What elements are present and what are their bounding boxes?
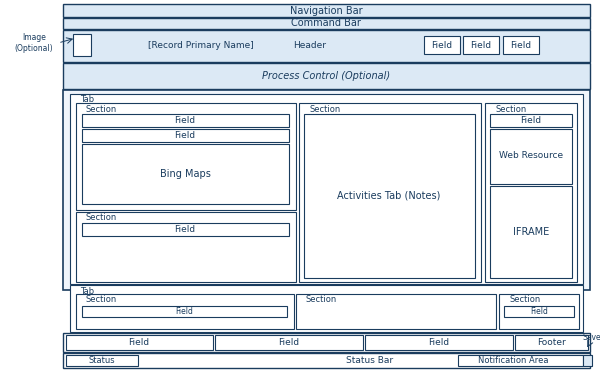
Text: Activities Tab (Notes): Activities Tab (Notes)	[337, 191, 440, 201]
Text: Field: Field	[511, 40, 532, 49]
Bar	[296, 294, 496, 329]
Text: Field: Field	[428, 338, 449, 347]
Bar	[63, 353, 590, 368]
Text: Field: Field	[175, 116, 196, 125]
Bar	[63, 333, 590, 352]
Text: Notification Area: Notification Area	[478, 356, 548, 365]
Bar	[485, 103, 577, 282]
Bar	[82, 306, 287, 317]
Bar	[365, 335, 513, 350]
Text: Status: Status	[89, 356, 115, 365]
Text: Section: Section	[306, 295, 337, 305]
Bar	[76, 294, 294, 329]
Bar	[583, 355, 592, 366]
Bar	[63, 18, 590, 29]
Bar	[82, 114, 289, 127]
Bar	[76, 212, 296, 282]
Bar	[490, 186, 572, 278]
Bar	[463, 36, 499, 54]
Bar	[299, 103, 481, 282]
Bar	[63, 90, 590, 290]
Bar	[73, 34, 91, 56]
Text: Field: Field	[175, 225, 196, 234]
Text: Web Resource: Web Resource	[499, 151, 563, 161]
Bar	[70, 285, 583, 332]
Bar	[82, 223, 289, 236]
Text: Tab: Tab	[80, 95, 94, 105]
Text: Save: Save	[583, 334, 600, 342]
Text: [Record Primary Name]: [Record Primary Name]	[148, 42, 254, 50]
Bar	[503, 36, 539, 54]
Bar	[490, 129, 572, 184]
Text: Section: Section	[86, 105, 117, 114]
Text: Command Bar: Command Bar	[291, 19, 361, 29]
Bar	[66, 355, 138, 366]
Text: Field: Field	[175, 131, 196, 140]
Text: Footer: Footer	[536, 338, 565, 347]
Bar	[215, 335, 363, 350]
Bar	[63, 30, 590, 62]
Text: Field: Field	[470, 40, 491, 49]
Text: Header: Header	[293, 42, 326, 50]
Text: Section: Section	[86, 213, 117, 223]
Text: Field: Field	[175, 307, 193, 316]
Bar	[304, 114, 475, 278]
Text: Navigation Bar: Navigation Bar	[290, 6, 362, 16]
Bar	[66, 335, 213, 350]
Text: Field: Field	[431, 40, 452, 49]
Text: Section: Section	[309, 105, 340, 114]
Text: Image
(Optional): Image (Optional)	[14, 33, 53, 53]
Bar	[504, 306, 574, 317]
Text: IFRAME: IFRAME	[513, 227, 549, 237]
Text: Field: Field	[278, 338, 299, 347]
Bar	[63, 4, 590, 17]
Bar	[499, 294, 579, 329]
Text: Field: Field	[128, 338, 149, 347]
Text: Section: Section	[509, 295, 540, 305]
Bar	[70, 94, 583, 284]
Text: Field: Field	[530, 307, 548, 316]
Bar	[424, 36, 460, 54]
Bar	[76, 103, 296, 210]
Bar	[458, 355, 583, 366]
Bar	[82, 129, 289, 142]
Text: Process Control (Optional): Process Control (Optional)	[262, 71, 390, 81]
Bar	[63, 63, 590, 89]
Text: Bing Maps: Bing Maps	[160, 169, 211, 179]
Text: Tab: Tab	[80, 286, 94, 295]
Text: Status Bar: Status Bar	[346, 356, 394, 365]
Bar	[82, 144, 289, 204]
Bar	[490, 114, 572, 127]
Bar	[515, 335, 588, 350]
Text: Section: Section	[495, 105, 526, 114]
Text: Field: Field	[520, 116, 542, 125]
Text: Section: Section	[86, 295, 117, 305]
